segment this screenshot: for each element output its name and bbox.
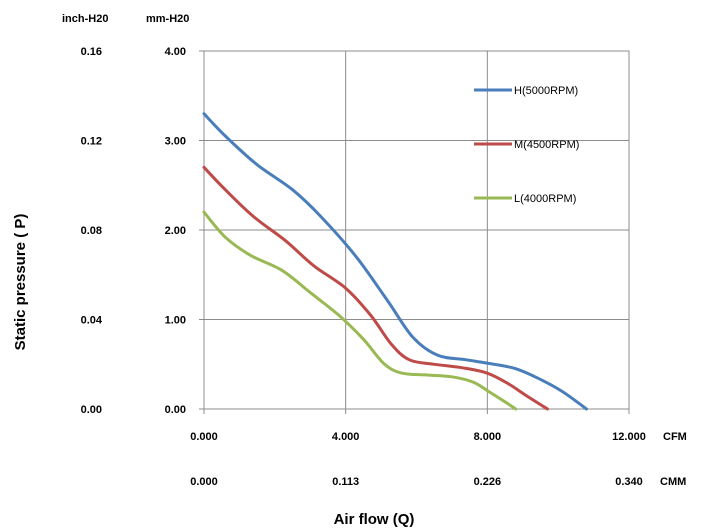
y-tick-label: 3.00 <box>165 136 186 148</box>
x-axis-title: Air flow (Q) <box>334 511 415 528</box>
y2-tick-label: 0.08 <box>81 225 102 237</box>
y-tick-label: 2.00 <box>165 225 186 237</box>
x-tick-label: 0.000 <box>190 431 218 443</box>
legend: H(5000RPM) M(4500RPM) L(4000RPM) <box>474 85 579 205</box>
y-tick-label: 1.00 <box>165 315 186 327</box>
series-line-3 <box>202 210 518 411</box>
series-line-1 <box>202 112 588 411</box>
legend-label-3: L(4000RPM) <box>514 193 576 205</box>
y2-tick-label: 0.00 <box>81 404 102 416</box>
y2-tick-label: 0.16 <box>81 46 102 58</box>
x-tick-label: 12.000 <box>612 431 646 443</box>
axes: inch-H20 mm-H20 CFM CMM Air flow (Q) Sta… <box>12 13 687 528</box>
y2-tick-label: 0.04 <box>81 315 103 327</box>
x-tick-label: 4.000 <box>332 431 360 443</box>
x2-unit-label: CMM <box>660 476 686 488</box>
x2-tick-label: 0.226 <box>474 476 502 488</box>
series-lines <box>202 112 588 411</box>
x2-tick-label: 0.000 <box>190 476 218 488</box>
y2-tick-label: 0.12 <box>81 136 102 148</box>
y2-unit-label: inch-H20 <box>62 13 108 25</box>
grid <box>199 50 630 414</box>
series-line-2 <box>202 165 549 411</box>
tick-labels: 0.00 1.00 2.00 3.00 4.00 0.00 0.04 0.08 0.12 0.16… <box>81 46 646 488</box>
x2-tick-label: 0.340 <box>615 476 643 488</box>
x-tick-label: 8.000 <box>474 431 502 443</box>
legend-label-1: H(5000RPM) <box>514 85 578 97</box>
legend-label-2: M(4500RPM) <box>514 139 579 151</box>
x-unit-label: CFM <box>663 431 687 443</box>
y-tick-label: 0.00 <box>165 404 186 416</box>
y-tick-label: 4.00 <box>165 46 186 58</box>
y-unit-label: mm-H20 <box>146 13 189 25</box>
y-axis-title: Static pressure ( P) <box>12 214 29 351</box>
x2-tick-label: 0.113 <box>332 476 359 488</box>
